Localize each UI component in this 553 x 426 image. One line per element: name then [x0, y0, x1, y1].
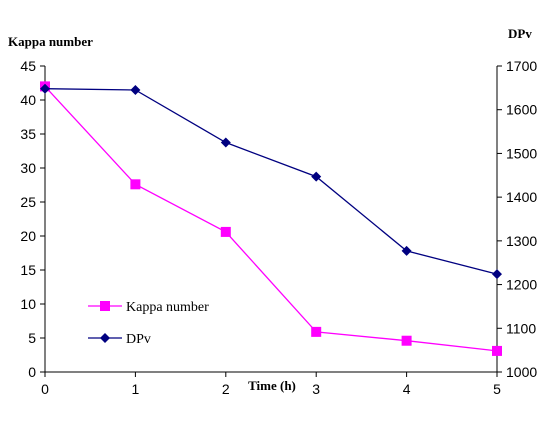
legend-label-dpv: DPv	[126, 332, 151, 347]
left-tick-label: 20	[20, 228, 36, 244]
data-point-kappa	[401, 335, 412, 346]
legend-marker-dpv	[100, 333, 110, 343]
left-y-ticks: 0 5 10 15 20 25 30 35 40 45	[20, 58, 45, 380]
right-tick-label: 1600	[506, 102, 537, 118]
series-line-dpv	[44, 88, 498, 275]
left-tick-label: 25	[20, 194, 36, 210]
right-tick-label: 1000	[506, 364, 537, 380]
left-tick-label: 15	[20, 262, 36, 278]
right-tick-label: 1100	[506, 320, 536, 336]
axes	[44, 66, 498, 373]
left-tick-label: 0	[28, 364, 36, 380]
data-point-dpv	[130, 85, 141, 96]
legend-label-kappa: Kappa number	[126, 300, 209, 315]
left-axis-label: Kappa number	[8, 34, 93, 49]
data-point-kappa	[220, 226, 231, 237]
right-tick-label: 1200	[506, 277, 537, 293]
right-tick-label: 1400	[506, 189, 537, 205]
x-axis-label: Time (h)	[248, 378, 296, 393]
left-tick-label: 40	[20, 92, 36, 108]
data-point-dpv	[492, 269, 502, 280]
x-tick-label: 2	[222, 381, 230, 397]
left-tick-label: 30	[20, 160, 36, 176]
data-point-dpv	[40, 83, 50, 94]
x-tick-label: 1	[132, 381, 140, 397]
series-layer	[40, 81, 502, 356]
right-tick-label: 1500	[506, 145, 537, 161]
x-tick-label: 3	[312, 381, 320, 397]
data-point-kappa	[130, 179, 141, 190]
right-axis-label: DPv	[508, 26, 532, 41]
left-tick-label: 45	[20, 58, 36, 74]
data-point-dpv	[311, 171, 322, 182]
series-line-kappa	[44, 85, 498, 352]
x-ticks: 0 1 2 3 4 5	[41, 372, 501, 397]
x-tick-label: 5	[493, 381, 501, 397]
right-tick-label: 1300	[506, 233, 537, 249]
data-point-kappa	[311, 326, 322, 337]
legend-marker-kappa	[100, 301, 110, 311]
x-tick-label: 0	[41, 381, 49, 397]
left-tick-label: 10	[20, 296, 36, 312]
left-tick-label: 5	[28, 330, 36, 346]
data-point-kappa	[492, 345, 502, 356]
left-tick-label: 35	[20, 126, 36, 142]
data-point-dpv	[401, 245, 412, 256]
data-point-dpv	[220, 137, 231, 148]
x-tick-label: 4	[403, 381, 411, 397]
right-y-ticks: 1000 1100 1200 1300 1400 1500 1600 1700	[497, 58, 537, 380]
legend: Kappa number DPv	[88, 300, 209, 347]
right-tick-label: 1700	[506, 58, 537, 74]
